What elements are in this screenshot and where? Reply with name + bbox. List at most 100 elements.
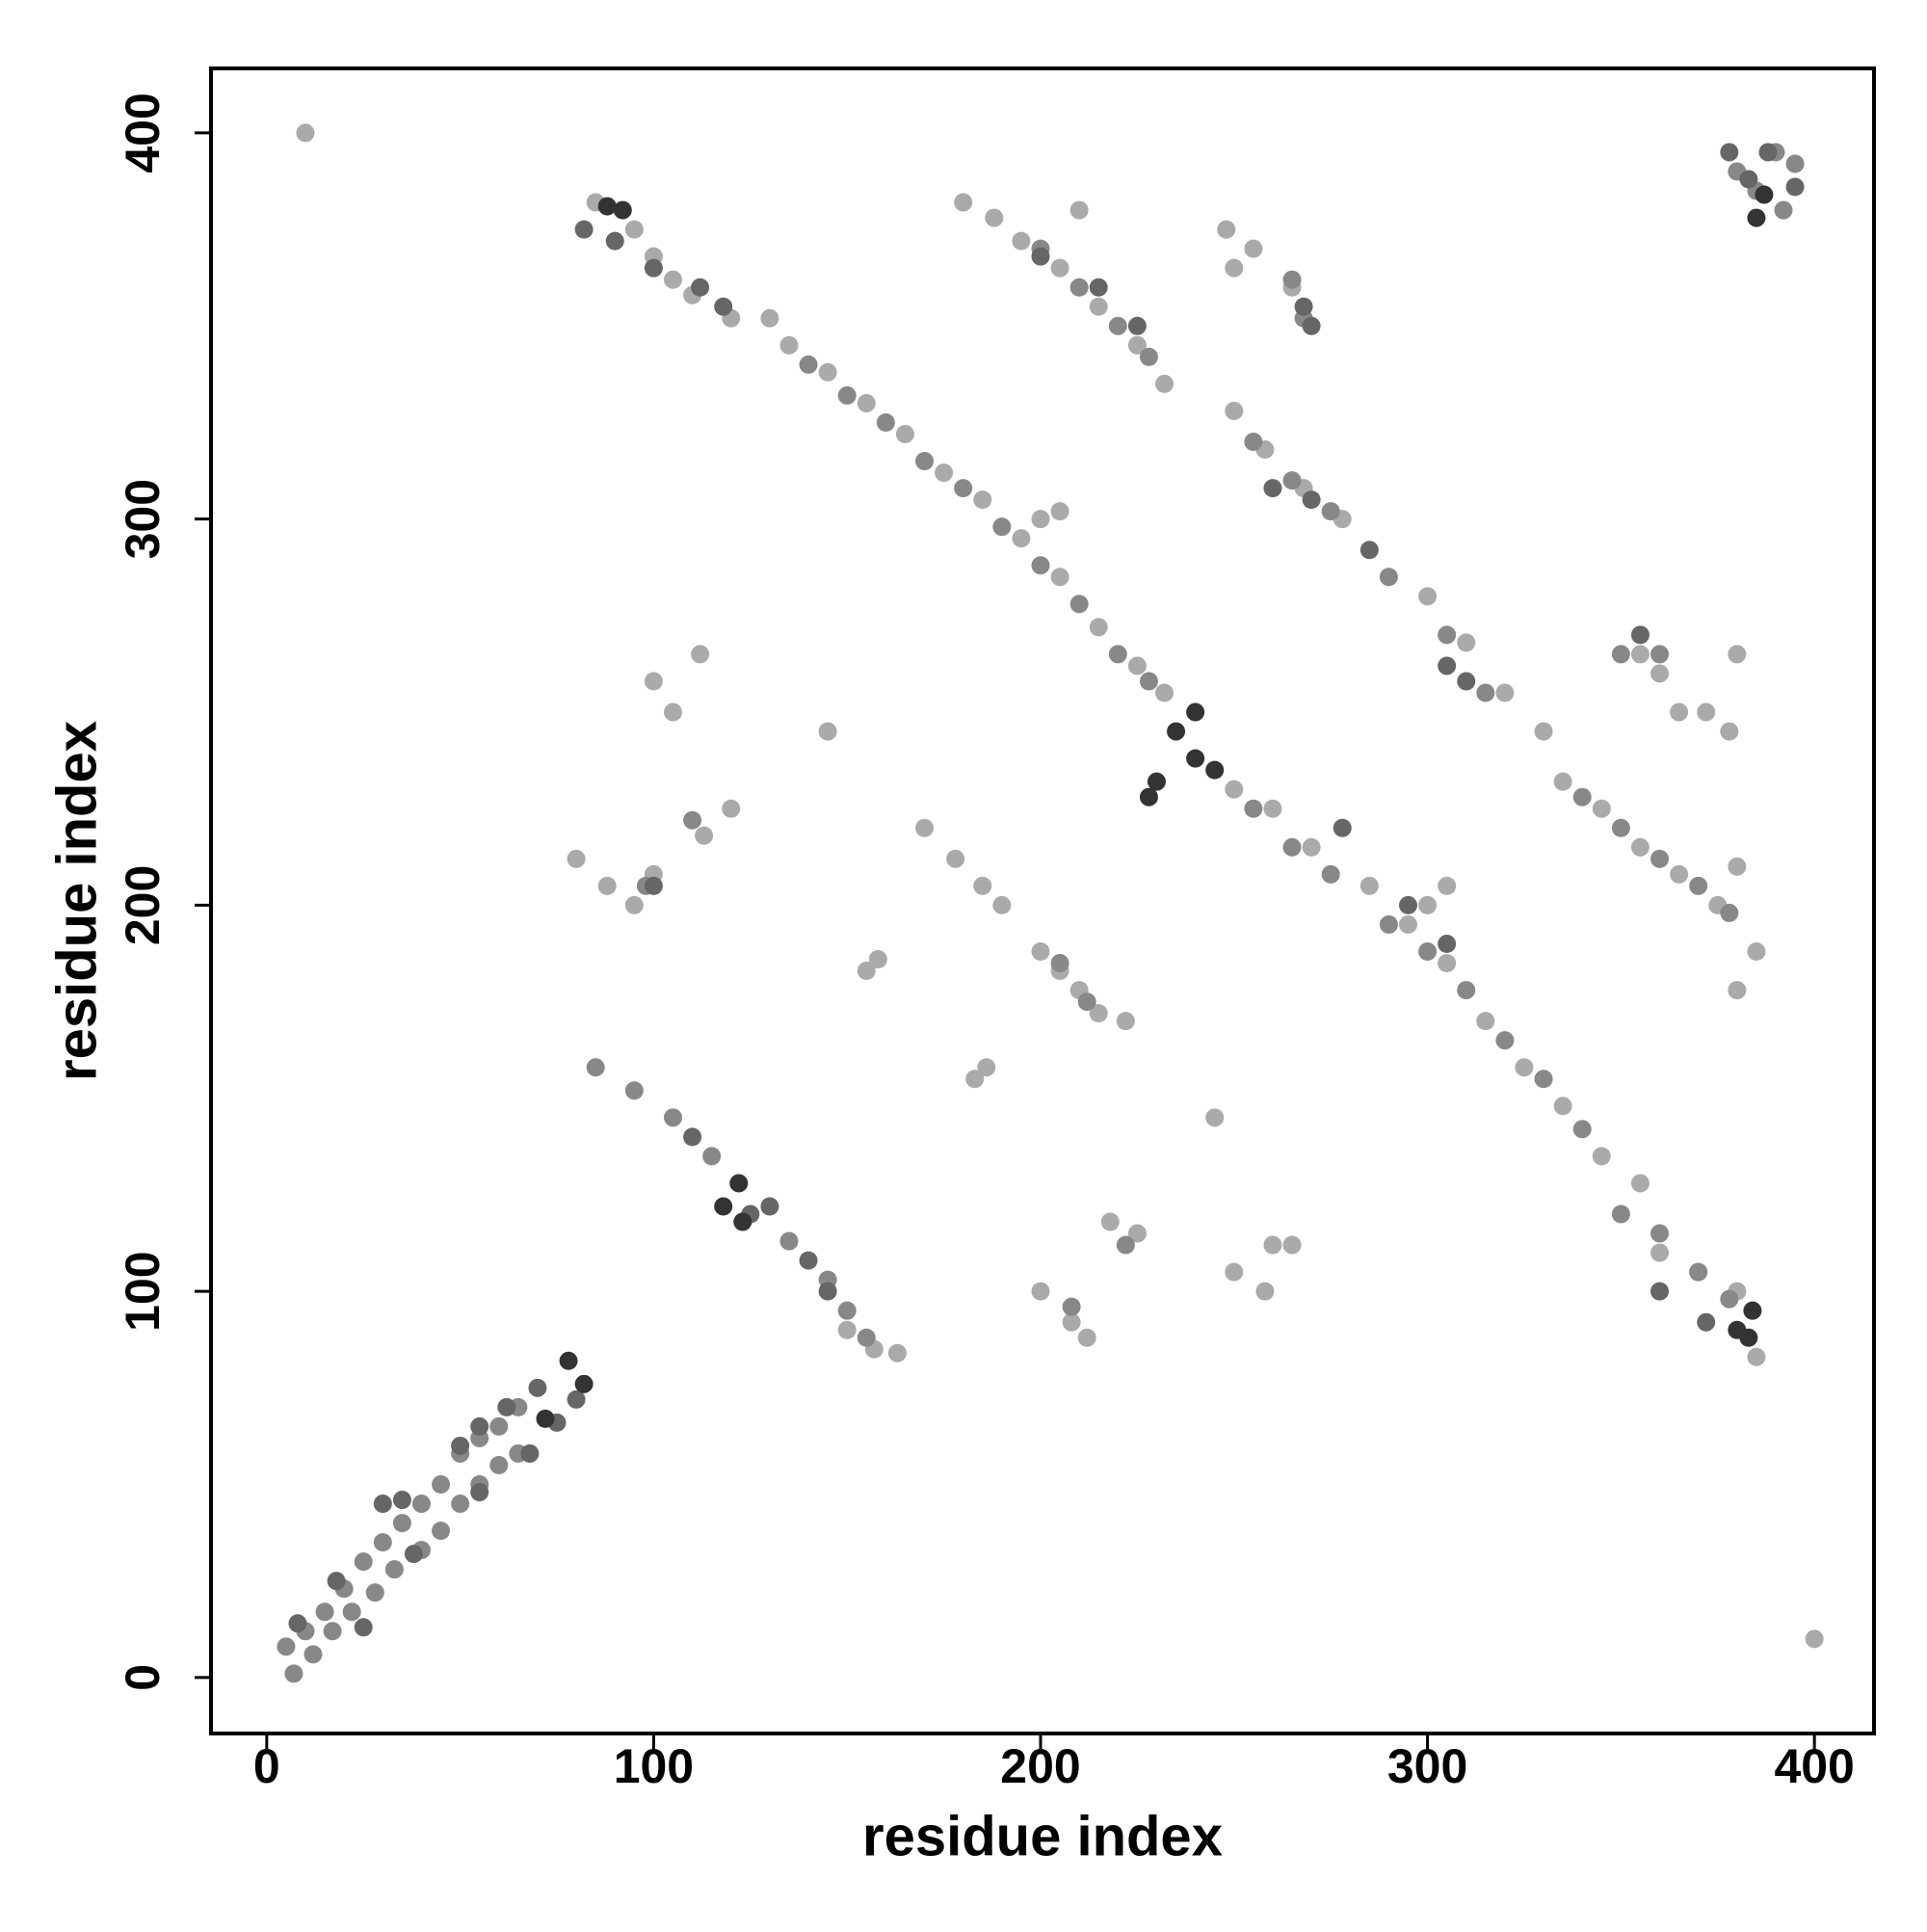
point	[992, 517, 1012, 537]
point	[1282, 1235, 1302, 1255]
point	[799, 1251, 818, 1270]
point	[992, 895, 1012, 914]
x-tick-label: 100	[614, 1739, 694, 1793]
point	[954, 479, 973, 498]
point	[868, 950, 887, 969]
point	[714, 297, 733, 316]
point	[1263, 799, 1282, 818]
point	[1050, 954, 1069, 973]
point	[895, 425, 914, 444]
point	[1670, 702, 1689, 722]
point	[1139, 672, 1158, 691]
point	[1205, 760, 1225, 780]
point	[559, 1351, 578, 1370]
point	[605, 231, 624, 251]
point	[1720, 722, 1739, 741]
point	[837, 385, 857, 405]
point	[1728, 857, 1747, 876]
point	[1225, 401, 1244, 420]
y-tick-label: 200	[116, 865, 170, 945]
point	[733, 1212, 752, 1231]
point	[1108, 316, 1127, 335]
point	[1282, 471, 1302, 490]
point	[1438, 954, 1457, 973]
point	[284, 1664, 304, 1683]
point	[354, 1552, 373, 1572]
point	[1012, 529, 1031, 548]
point	[1379, 914, 1398, 934]
point	[1553, 772, 1572, 791]
point	[1418, 895, 1438, 914]
point	[857, 1328, 876, 1347]
point	[818, 722, 837, 741]
point	[624, 895, 644, 914]
point	[857, 962, 876, 981]
point	[779, 335, 799, 355]
point	[1154, 683, 1174, 702]
point	[1077, 1328, 1096, 1347]
point	[1379, 568, 1398, 587]
point	[1755, 185, 1774, 204]
point	[1689, 876, 1708, 895]
point	[1031, 941, 1050, 961]
point	[1294, 297, 1313, 316]
point	[1630, 1174, 1650, 1193]
point	[296, 123, 315, 143]
point	[1116, 1012, 1135, 1031]
point	[1438, 876, 1457, 895]
point	[1012, 231, 1031, 251]
point	[1263, 1235, 1282, 1255]
y-tick-label: 0	[116, 1664, 170, 1691]
point	[876, 412, 895, 432]
point	[915, 818, 935, 837]
point	[1321, 502, 1340, 521]
point	[1650, 664, 1670, 683]
point	[695, 826, 714, 845]
point	[1418, 587, 1438, 606]
point	[624, 1081, 644, 1100]
point	[1553, 1097, 1572, 1116]
point	[1244, 433, 1263, 452]
point	[1077, 992, 1096, 1012]
point	[432, 1475, 451, 1495]
point	[1255, 1282, 1275, 1301]
point	[574, 220, 594, 239]
point	[613, 200, 632, 220]
point	[1321, 864, 1340, 884]
point	[1089, 278, 1108, 297]
point	[1650, 1224, 1670, 1243]
point	[799, 355, 818, 374]
point	[1244, 239, 1263, 258]
point	[1739, 170, 1758, 189]
point	[1127, 335, 1147, 355]
point	[1572, 1120, 1592, 1139]
point	[915, 452, 935, 471]
point	[663, 1108, 682, 1127]
point	[1785, 154, 1805, 173]
point	[1050, 258, 1069, 278]
point	[946, 849, 965, 868]
point	[760, 308, 779, 328]
point	[1031, 510, 1050, 529]
point	[1069, 278, 1089, 297]
point	[567, 1389, 586, 1409]
point	[567, 849, 586, 868]
point	[1758, 143, 1778, 162]
point	[1697, 702, 1716, 722]
point	[1438, 656, 1457, 675]
point	[373, 1533, 392, 1552]
point	[489, 1416, 509, 1436]
point	[779, 1231, 799, 1251]
point	[1031, 556, 1050, 575]
point	[1282, 270, 1302, 289]
point	[683, 1127, 702, 1147]
point	[691, 278, 710, 297]
point	[702, 1147, 722, 1166]
point	[1720, 1289, 1739, 1309]
point	[323, 1622, 342, 1641]
point	[1116, 1235, 1135, 1255]
point	[837, 1301, 857, 1320]
point	[1186, 749, 1205, 768]
point	[315, 1602, 334, 1622]
point	[1650, 1243, 1670, 1262]
